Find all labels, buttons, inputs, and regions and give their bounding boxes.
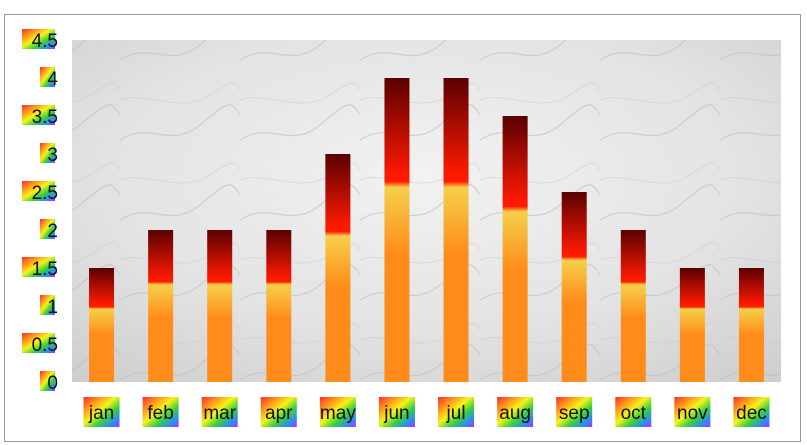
x-tick-bg bbox=[615, 397, 652, 427]
bar-apr bbox=[266, 230, 292, 382]
x-tick-label: apr bbox=[265, 403, 293, 424]
x-axis-ticks: jan feb mar apr may jun jul aug sep oct nov dec bbox=[83, 397, 770, 427]
y-tick-label: 4 bbox=[47, 69, 58, 90]
x-tick-bg bbox=[674, 397, 711, 427]
bar-jul bbox=[443, 78, 469, 382]
x-tick-label: mar bbox=[203, 403, 236, 424]
x-tick-label: jun bbox=[383, 403, 409, 424]
bar-jan bbox=[89, 268, 115, 382]
x-tick-label: feb bbox=[147, 403, 173, 424]
y-tick-label: 2 bbox=[47, 221, 58, 242]
x-tick-label: may bbox=[320, 403, 356, 424]
bar-aug bbox=[502, 116, 528, 382]
x-tick-label: oct bbox=[621, 403, 647, 424]
bar-oct bbox=[620, 230, 646, 382]
x-tick-bg bbox=[438, 397, 475, 427]
y-tick-bg bbox=[22, 333, 55, 353]
x-tick-label: dec bbox=[736, 403, 767, 424]
x-tick-label: nov bbox=[677, 403, 708, 424]
x-tick-bg bbox=[142, 397, 179, 427]
x-tick-label: sep bbox=[559, 403, 590, 424]
y-tick-bg bbox=[40, 67, 55, 87]
y-tick-label: 2.5 bbox=[32, 183, 58, 204]
y-tick-bg bbox=[22, 181, 55, 201]
x-tick-bg bbox=[497, 397, 534, 427]
y-tick-label: 3.5 bbox=[32, 107, 58, 128]
bar-jun bbox=[384, 78, 410, 382]
plot-texture bbox=[72, 40, 781, 382]
bar-dec bbox=[738, 268, 764, 382]
y-tick-label: 4.5 bbox=[32, 31, 58, 52]
y-tick-label: 0 bbox=[47, 373, 58, 394]
x-tick-bg bbox=[260, 397, 297, 427]
x-tick-label: aug bbox=[499, 403, 531, 424]
y-tick-bg bbox=[40, 143, 55, 163]
y-tick-label: 3 bbox=[47, 145, 58, 166]
bar-sep bbox=[561, 192, 587, 382]
y-tick-bg bbox=[40, 295, 55, 315]
y-tick-label: 1.5 bbox=[32, 259, 58, 280]
y-tick-bg bbox=[40, 371, 55, 391]
bar-nov bbox=[679, 268, 705, 382]
y-tick-bg bbox=[22, 29, 55, 49]
plot-background bbox=[72, 40, 781, 382]
x-tick-bg bbox=[201, 397, 238, 427]
y-tick-bg bbox=[22, 257, 55, 277]
y-tick-label: 1 bbox=[47, 297, 58, 318]
y-tick-bg bbox=[40, 219, 55, 239]
y-axis-ticks: 0 0.5 1 1.5 2 2.5 3 3.5 4 4.5 bbox=[22, 29, 58, 394]
y-tick-bg bbox=[22, 105, 55, 125]
bar-feb bbox=[148, 230, 174, 382]
bars bbox=[89, 78, 764, 382]
x-tick-bg bbox=[319, 397, 356, 427]
bar-mar bbox=[207, 230, 233, 382]
x-tick-label: jan bbox=[88, 403, 114, 424]
x-tick-bg bbox=[733, 397, 770, 427]
x-tick-bg bbox=[378, 397, 415, 427]
x-tick-label: jul bbox=[446, 403, 466, 424]
bar-may bbox=[325, 154, 351, 382]
x-tick-bg bbox=[556, 397, 593, 427]
x-tick-bg bbox=[83, 397, 120, 427]
y-tick-label: 0.5 bbox=[32, 335, 58, 356]
